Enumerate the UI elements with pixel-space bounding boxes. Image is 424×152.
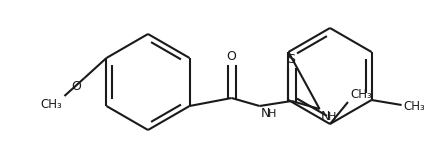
Text: O: O <box>72 80 81 93</box>
Text: N: N <box>261 107 270 120</box>
Text: H: H <box>328 112 336 122</box>
Text: CH₃: CH₃ <box>404 100 424 112</box>
Text: S: S <box>287 53 296 66</box>
Text: CH₃: CH₃ <box>41 98 62 111</box>
Text: N: N <box>321 110 330 123</box>
Text: O: O <box>227 50 237 63</box>
Text: CH₃: CH₃ <box>350 88 372 101</box>
Text: H: H <box>268 109 276 119</box>
